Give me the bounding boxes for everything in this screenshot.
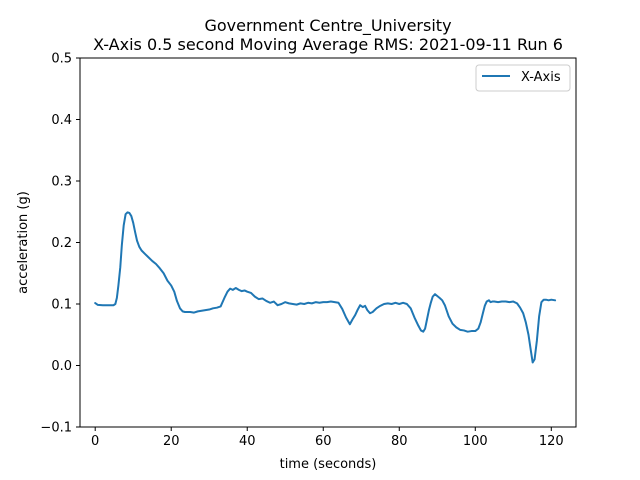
x-tick-label: 40 — [239, 434, 256, 449]
y-tick-label: 0.3 — [51, 175, 72, 190]
y-axis: −0.1 0.0 0.1 0.2 0.3 0.4 0.5 — [40, 52, 80, 436]
legend-label-x-axis: X-Axis — [521, 70, 561, 85]
chart-title-line2: X-Axis 0.5 second Moving Average RMS: 20… — [93, 35, 563, 54]
legend: X-Axis — [475, 64, 571, 92]
x-tick-label: 120 — [539, 434, 564, 449]
x-tick-label: 100 — [463, 434, 488, 449]
y-tick-label: 0.2 — [51, 236, 72, 251]
x-axis-label: time (seconds) — [280, 457, 377, 472]
series-line-x-axis — [94, 211, 557, 364]
x-axis: 0 20 40 60 80 100 120 — [91, 427, 564, 449]
x-tick-label: 60 — [315, 434, 332, 449]
y-tick-label: −0.1 — [40, 421, 72, 436]
y-tick-label: 0.1 — [51, 298, 72, 313]
y-tick-label: 0.0 — [51, 359, 72, 374]
x-tick-label: 20 — [163, 434, 180, 449]
x-tick-label: 0 — [91, 434, 99, 449]
y-tick-label: 0.5 — [51, 52, 72, 67]
legend-box — [475, 64, 571, 92]
y-axis-label: acceleration (g) — [16, 191, 31, 294]
chart-title-line1: Government Centre_University — [204, 16, 451, 36]
series-group — [94, 211, 557, 364]
x-tick-label: 80 — [391, 434, 408, 449]
plot-area — [79, 57, 577, 428]
y-tick-label: 0.4 — [51, 113, 72, 128]
plot-frame — [79, 57, 577, 428]
